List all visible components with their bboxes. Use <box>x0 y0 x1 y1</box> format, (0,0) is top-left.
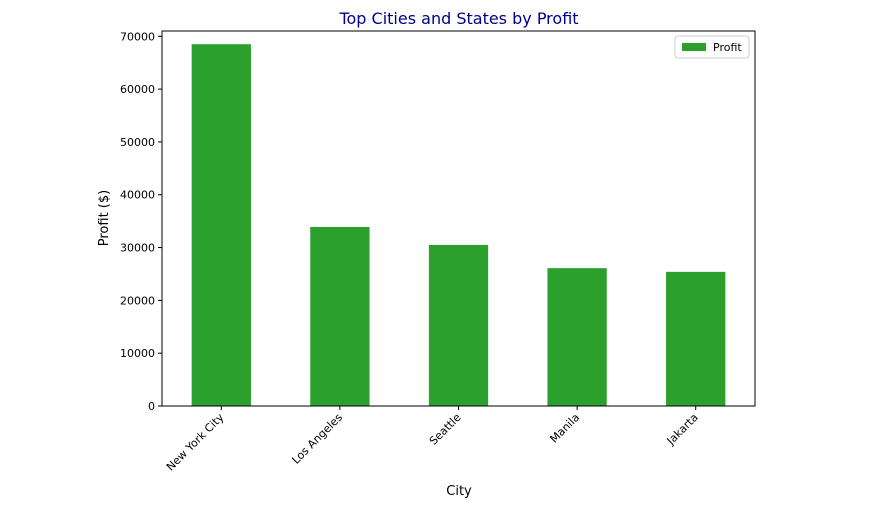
bar-jakarta <box>666 271 726 406</box>
y-axis: 0 10000 20000 30000 40000 50000 60000 70000 <box>120 30 162 413</box>
x-axis-label: City <box>446 484 472 499</box>
y-axis-label: Profit ($) <box>97 190 112 246</box>
y-tick-label: 20000 <box>120 294 155 307</box>
x-tick-label: Jakarta <box>664 411 701 448</box>
x-axis: New York City Los Angeles Seattle Manila Jak… <box>164 406 701 473</box>
x-tick-label: New York City <box>164 411 227 474</box>
y-tick-label: 50000 <box>120 136 155 149</box>
legend: Profit <box>674 35 750 59</box>
y-tick-label: 60000 <box>120 83 155 96</box>
x-tick-label: Los Angeles <box>289 411 345 467</box>
legend-frame <box>674 35 750 59</box>
bar-new-york-city <box>191 44 251 406</box>
bar-seattle <box>428 244 489 406</box>
y-tick-label: 40000 <box>120 189 155 202</box>
legend-swatch <box>682 43 706 51</box>
y-tick-label: 0 <box>148 400 155 413</box>
y-tick-label: 70000 <box>120 30 155 43</box>
legend-label: Profit <box>713 41 742 54</box>
bar-manila <box>547 268 607 406</box>
bar-los-angeles <box>310 226 370 406</box>
y-tick-label: 30000 <box>120 242 155 255</box>
y-tick-label: 10000 <box>120 347 155 360</box>
x-tick-label: Manila <box>548 411 583 446</box>
x-tick-label: Seattle <box>427 411 464 448</box>
chart-title: Top Cities and States by Profit <box>338 9 578 28</box>
bars-group <box>191 44 726 406</box>
